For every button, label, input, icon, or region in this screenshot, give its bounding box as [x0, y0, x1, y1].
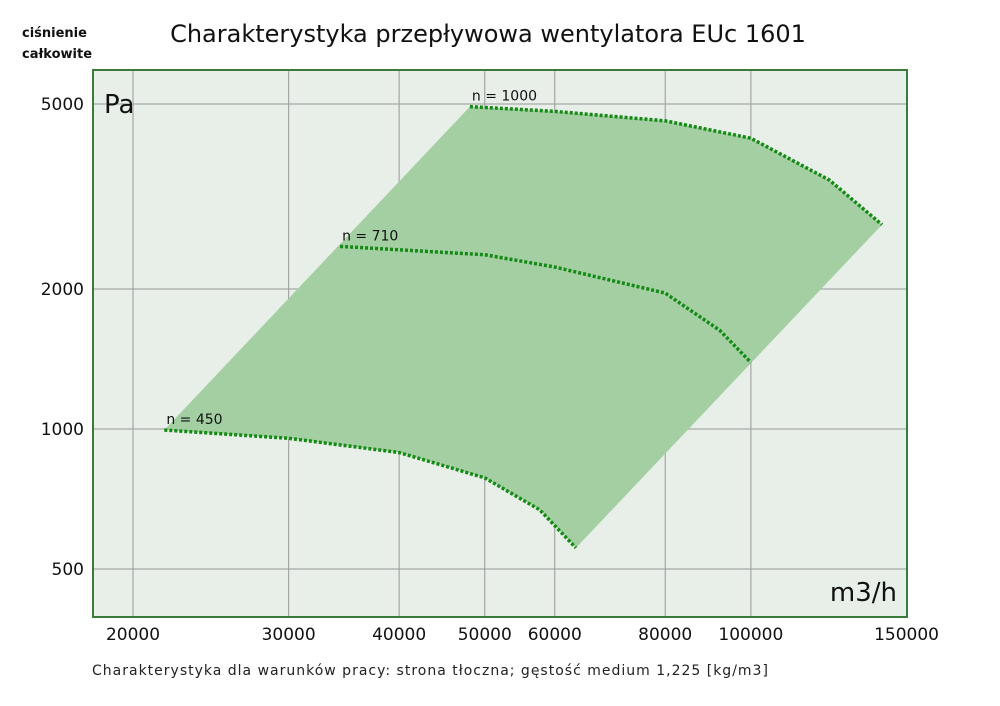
- x-tick-label: 150000: [874, 625, 939, 645]
- curve-label: n = 450: [166, 412, 222, 428]
- y-unit: Pa: [104, 90, 134, 120]
- x-tick-label: 20000: [106, 625, 160, 645]
- x-tick-label: 30000: [262, 625, 316, 645]
- curve-450: [164, 428, 578, 550]
- y-tick-label: 5000: [41, 95, 84, 115]
- curve-1000: [469, 104, 884, 227]
- y-tick-label: 500: [52, 560, 84, 580]
- plot-frame: [92, 69, 908, 618]
- curve-label: n = 710: [342, 228, 398, 244]
- y-tick-label: 2000: [41, 280, 84, 300]
- x-tick-label: 40000: [372, 625, 426, 645]
- x-unit: m3/h: [830, 578, 897, 608]
- chart-title: Charakterystyka przepływowa wentylatora …: [170, 20, 806, 48]
- x-tick-label: 50000: [458, 625, 512, 645]
- x-tick-label: 100000: [718, 625, 783, 645]
- x-tick-label: 60000: [528, 625, 582, 645]
- x-tick-label: 80000: [638, 625, 692, 645]
- curve-label: n = 1000: [472, 89, 537, 105]
- operating-area: [164, 106, 882, 548]
- y-tick-label: 1000: [41, 420, 84, 440]
- curve-710: [339, 244, 753, 364]
- footer-note: Charakterystyka dla warunków pracy: stro…: [92, 663, 769, 679]
- y-label-line1: ciśnienie: [22, 26, 87, 41]
- y-label-line2: całkowite: [22, 47, 92, 62]
